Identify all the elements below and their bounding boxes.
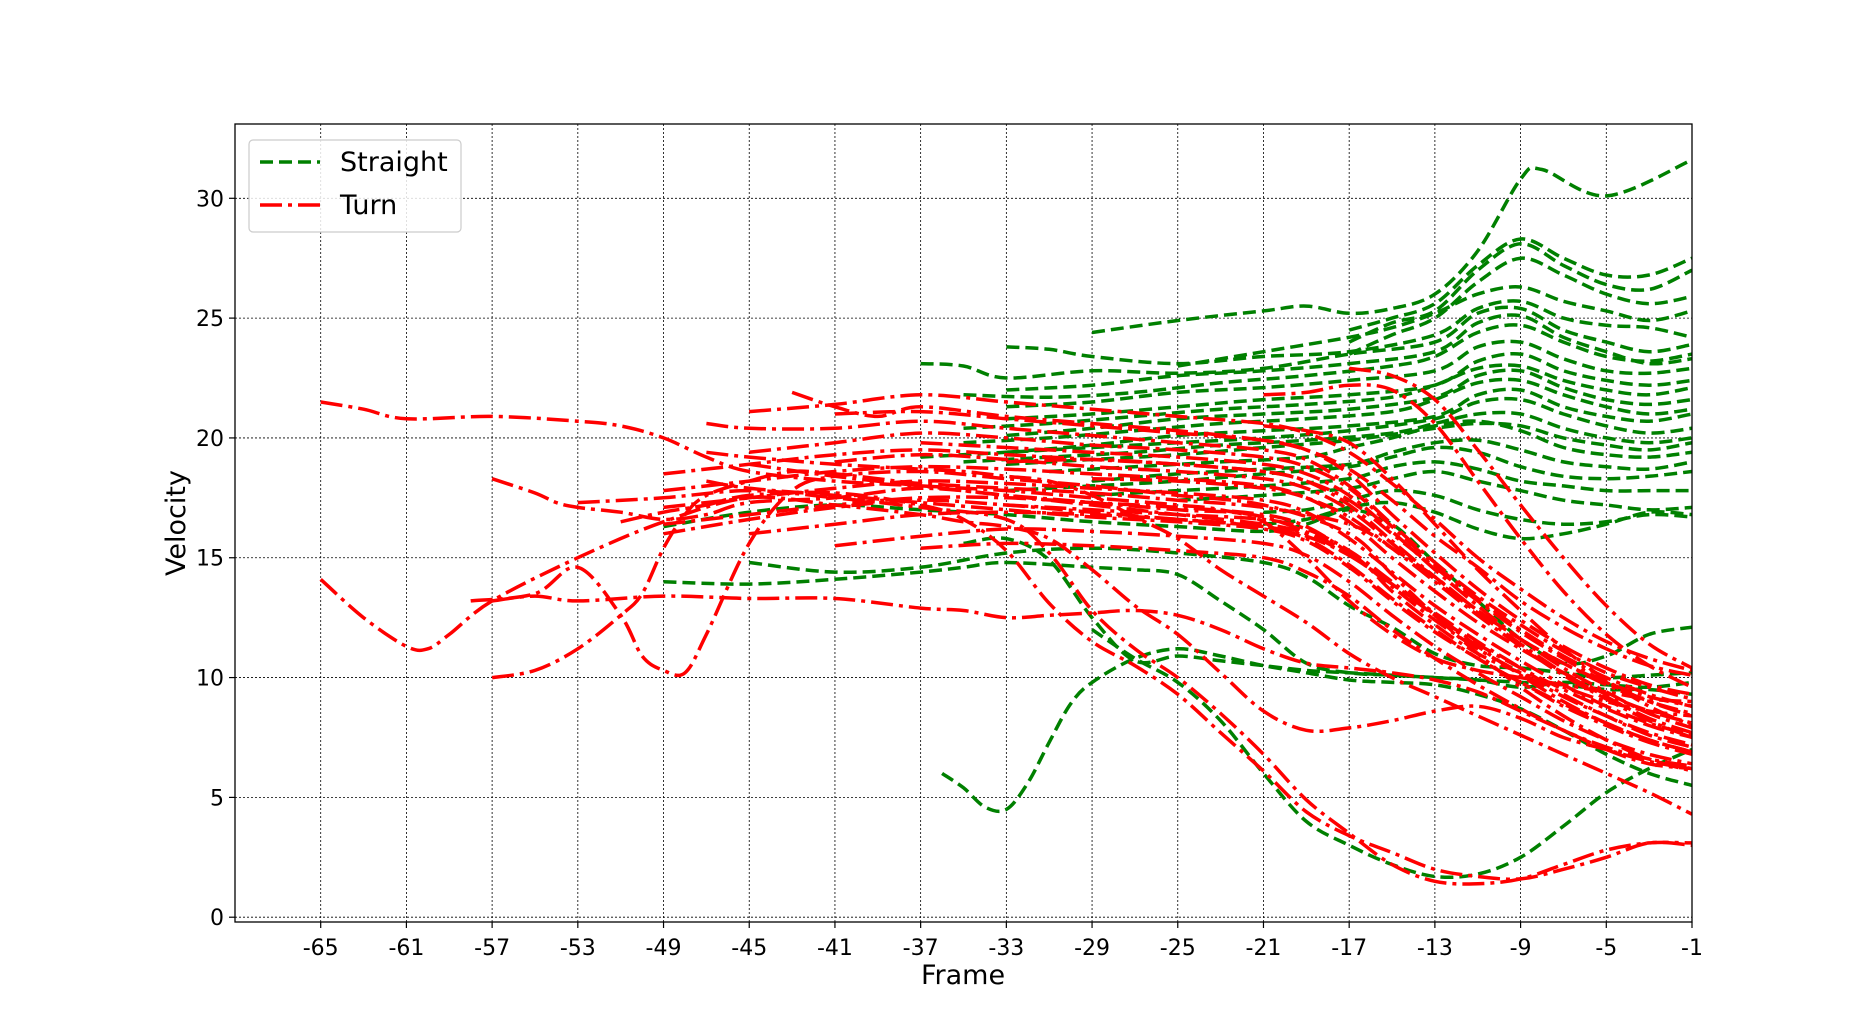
- x-tick-label: -61: [388, 936, 424, 961]
- x-tick-label: -49: [646, 936, 682, 961]
- straight-series-line-20: [1091, 438, 1692, 483]
- turn-series-line-27: [1006, 457, 1692, 718]
- straight-series-line-30: [941, 647, 1692, 814]
- turn-series-line-5: [470, 469, 1692, 773]
- straight-series-line-22: [1092, 460, 1692, 498]
- straight-series-line-19: [1049, 419, 1692, 474]
- turn-series-line-18: [663, 495, 1692, 747]
- x-tick-label: -41: [817, 936, 853, 961]
- straight-series-line-15: [1006, 387, 1692, 455]
- x-tick-label: -65: [303, 936, 339, 961]
- straight-series-line-21: [1006, 445, 1692, 493]
- x-tick-label: -5: [1595, 936, 1617, 961]
- straight-series-line-13: [1006, 368, 1692, 438]
- turn-series-line-4: [491, 469, 1692, 709]
- x-tick-label: -45: [731, 936, 767, 961]
- y-tick-label: 10: [196, 667, 224, 692]
- turn-series-line-8: [620, 490, 1692, 882]
- x-tick-label: -1: [1681, 936, 1703, 961]
- straight-series-line-6: [1006, 299, 1692, 366]
- straight-series-line-12: [963, 363, 1692, 431]
- x-tick-label: -13: [1417, 936, 1453, 961]
- legend-turn-label: Turn: [339, 190, 397, 221]
- x-tick-label: -37: [903, 936, 939, 961]
- y-tick-label: 5: [210, 786, 224, 811]
- x-tick-label: -17: [1331, 936, 1367, 961]
- turn-series-line-21: [920, 541, 1692, 768]
- turn-series-line-11: [749, 393, 1692, 673]
- straight-series-line-25: [1263, 500, 1692, 541]
- turn-series-line-19: [749, 510, 1692, 756]
- x-tick-label: -9: [1510, 936, 1532, 961]
- turn-series-line-25: [834, 452, 1692, 735]
- straight-series-line-4: [1348, 256, 1692, 356]
- x-tick-label: -29: [1074, 936, 1110, 961]
- turn-series-line-30: [1263, 424, 1692, 728]
- legend: Straight Turn: [248, 139, 462, 233]
- straight-series-line-2: [1348, 237, 1692, 332]
- straight-series-line-8: [1006, 313, 1692, 392]
- straight-series-line-23: [1177, 469, 1692, 512]
- turn-series-line-7: [577, 488, 1692, 886]
- plot-frame: [234, 123, 1693, 923]
- turn-series-line-26: [920, 440, 1692, 730]
- turn-series-line-6: [491, 594, 1692, 771]
- x-axis-title: Frame: [921, 960, 1005, 991]
- y-tick-label: 20: [196, 427, 224, 452]
- y-tick-label: 15: [196, 547, 224, 572]
- straight-series-line-10: [1006, 339, 1692, 409]
- x-tick-label: -57: [474, 936, 510, 961]
- straight-series-line-3: [1348, 242, 1692, 344]
- x-tick-label: -21: [1246, 936, 1282, 961]
- series-layer: [319, 158, 1692, 886]
- turn-series-line-20: [834, 527, 1692, 766]
- series-group-turn: [319, 366, 1692, 886]
- turn-series-line-1: [320, 400, 1692, 704]
- y-tick-label: 25: [196, 307, 224, 332]
- x-tick-label: -33: [988, 936, 1024, 961]
- straight-series-line-5: [1177, 285, 1692, 368]
- straight-series-line-1: [1091, 158, 1692, 335]
- turn-series-line-29: [1006, 503, 1692, 754]
- turn-series-line-32: [1263, 383, 1692, 689]
- y-axis-title: Velocity: [161, 470, 192, 576]
- turn-series-line-10: [791, 390, 1692, 677]
- straight-series-line-14: [963, 377, 1692, 445]
- turn-series-line-14: [749, 431, 1692, 708]
- turn-series-line-15: [663, 448, 1692, 716]
- straight-series-line-9: [963, 323, 1692, 399]
- legend-straight-label: Straight: [340, 147, 448, 178]
- y-tick-label: 0: [210, 906, 224, 931]
- y-tick-label: 30: [196, 187, 224, 212]
- straight-series-line-11: [1006, 351, 1692, 421]
- turn-series-line-28: [1092, 476, 1692, 740]
- turn-series-line-13: [706, 419, 1692, 701]
- x-tick-label: -53: [560, 936, 596, 961]
- turn-series-line-12: [834, 409, 1692, 697]
- x-tick-label: -25: [1160, 936, 1196, 961]
- turn-series-line-2: [319, 495, 1692, 771]
- straight-series-line-16: [920, 396, 1692, 459]
- y-axis: 0 5 10 15 20 25 30: [196, 187, 235, 931]
- turn-series-line-9: [706, 450, 1692, 816]
- straight-series-line-7: [920, 305, 1692, 380]
- x-axis: -65 -61 -57 -53 -49 -45 -41 -37 -33 -29 -25 -21 -17 -…: [303, 922, 1703, 961]
- turn-series-line-31: [1348, 366, 1692, 670]
